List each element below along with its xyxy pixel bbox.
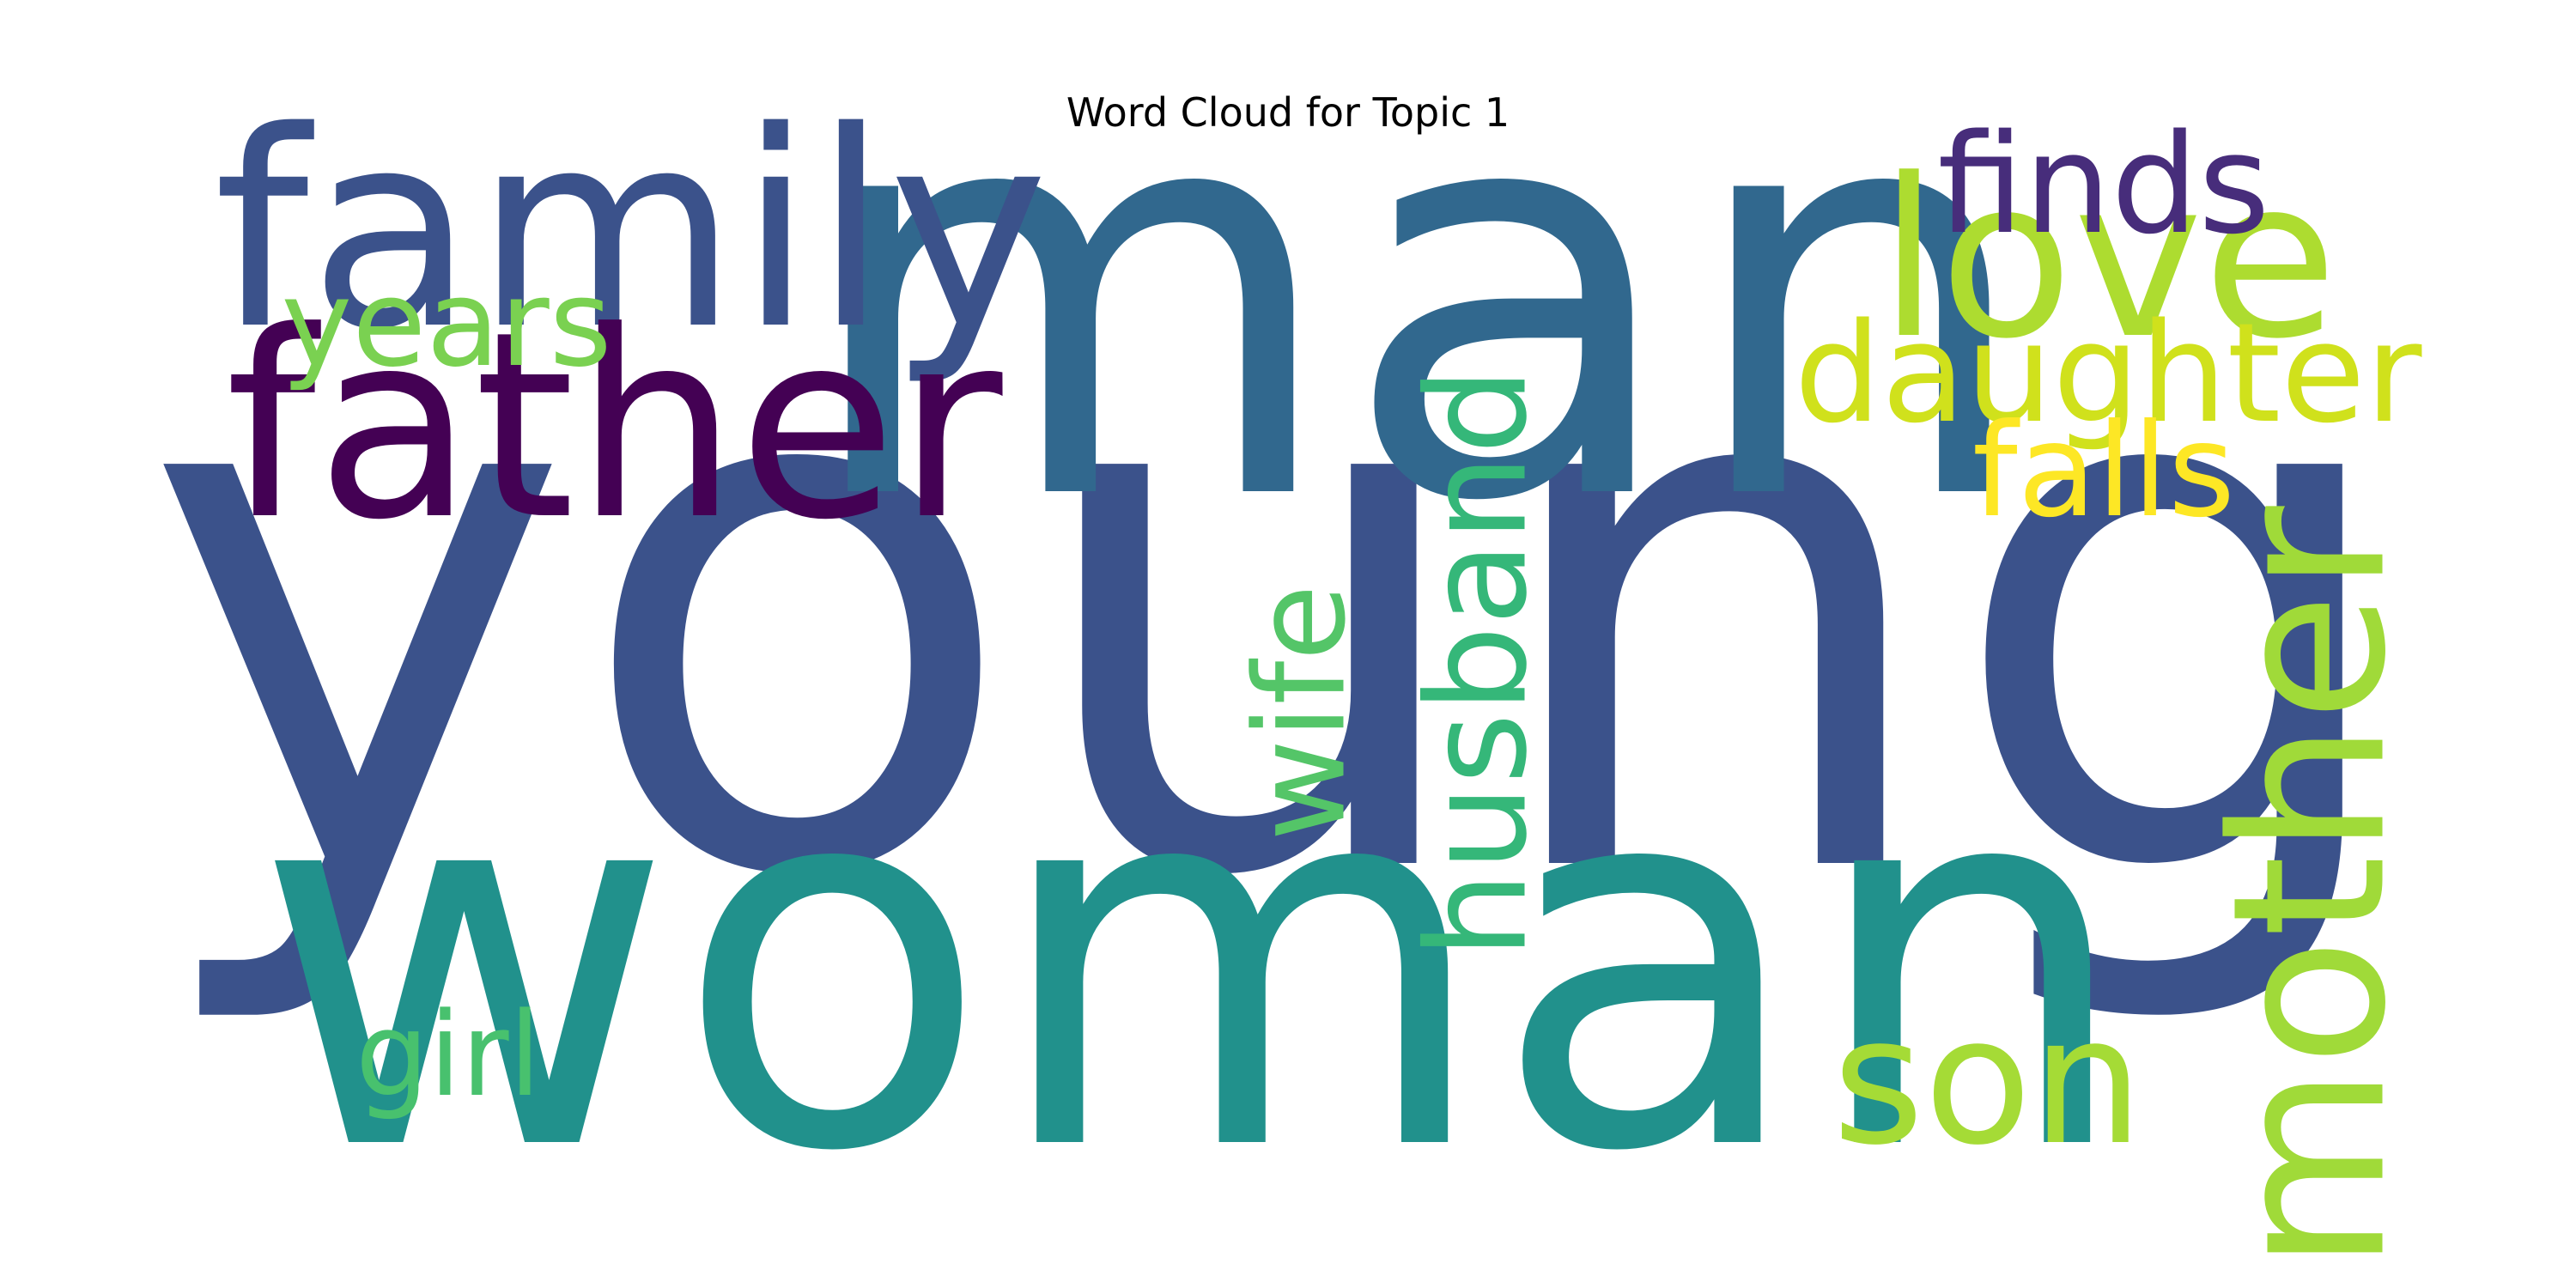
word-young: young	[142, 186, 2409, 1036]
word-woman: woman	[253, 664, 2134, 1264]
word-husband: husband	[1397, 368, 1558, 959]
word-love: love	[1879, 132, 2338, 387]
word-daughter: daughter	[1795, 293, 2422, 453]
word-man: man	[797, 0, 2036, 623]
word-family: family	[214, 75, 1048, 389]
word-finds: finds	[1937, 104, 2269, 264]
word-wife: wife	[1229, 584, 1374, 841]
word-father: father	[225, 276, 1005, 576]
word-falls: falls	[1972, 397, 2235, 546]
word-son: son	[1832, 980, 2143, 1184]
word-mother: mother	[2188, 506, 2433, 1272]
word-girl: girl	[355, 987, 541, 1122]
word-years: years	[281, 254, 611, 394]
chart-title: Word Cloud for Topic 1	[1066, 89, 1510, 136]
